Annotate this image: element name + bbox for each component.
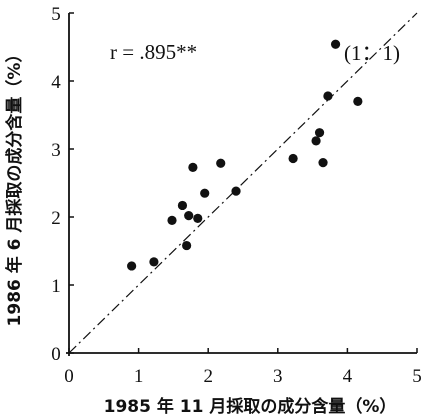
data-point [127, 261, 137, 271]
data-point [193, 213, 203, 223]
x-tick-label: 2 [203, 366, 213, 387]
x-tick-label: 5 [412, 366, 422, 387]
data-point [184, 211, 194, 221]
data-point [188, 162, 198, 172]
data-points [127, 39, 363, 271]
data-point [318, 158, 328, 168]
data-point [216, 158, 226, 168]
x-tick-label: 4 [343, 366, 353, 387]
x-tick-label: 3 [273, 366, 283, 387]
correlation-annotation: r = .895** [110, 40, 197, 64]
data-point [311, 136, 321, 146]
data-point [182, 240, 192, 251]
data-point [200, 188, 210, 198]
data-point [288, 153, 298, 164]
data-point [149, 257, 159, 267]
y-axis-ticks: 0 1 2 3 4 5 [51, 4, 74, 365]
y-tick-label: 0 [51, 344, 61, 365]
y-tick-label: 2 [51, 208, 61, 229]
data-point [330, 39, 341, 49]
data-point [231, 186, 241, 196]
y-tick-label: 4 [51, 72, 61, 93]
reference-line-label: (1：1) [344, 41, 400, 65]
data-point [314, 128, 325, 138]
x-axis-label: 1985 年 11 月採取の成分含量（%） [104, 396, 397, 417]
y-tick-label: 1 [51, 276, 61, 297]
y-tick-label: 3 [51, 140, 61, 161]
reference-line-1-1 [68, 12, 418, 354]
y-axis-label: 1986 年 6 月採取の成分含量（%） [4, 46, 25, 327]
y-tick-label: 5 [51, 4, 61, 25]
data-point [177, 200, 188, 211]
data-point [167, 215, 177, 225]
data-point [353, 96, 363, 106]
x-tick-label: 0 [64, 366, 74, 387]
x-tick-label: 1 [134, 366, 144, 387]
data-point [323, 91, 333, 101]
